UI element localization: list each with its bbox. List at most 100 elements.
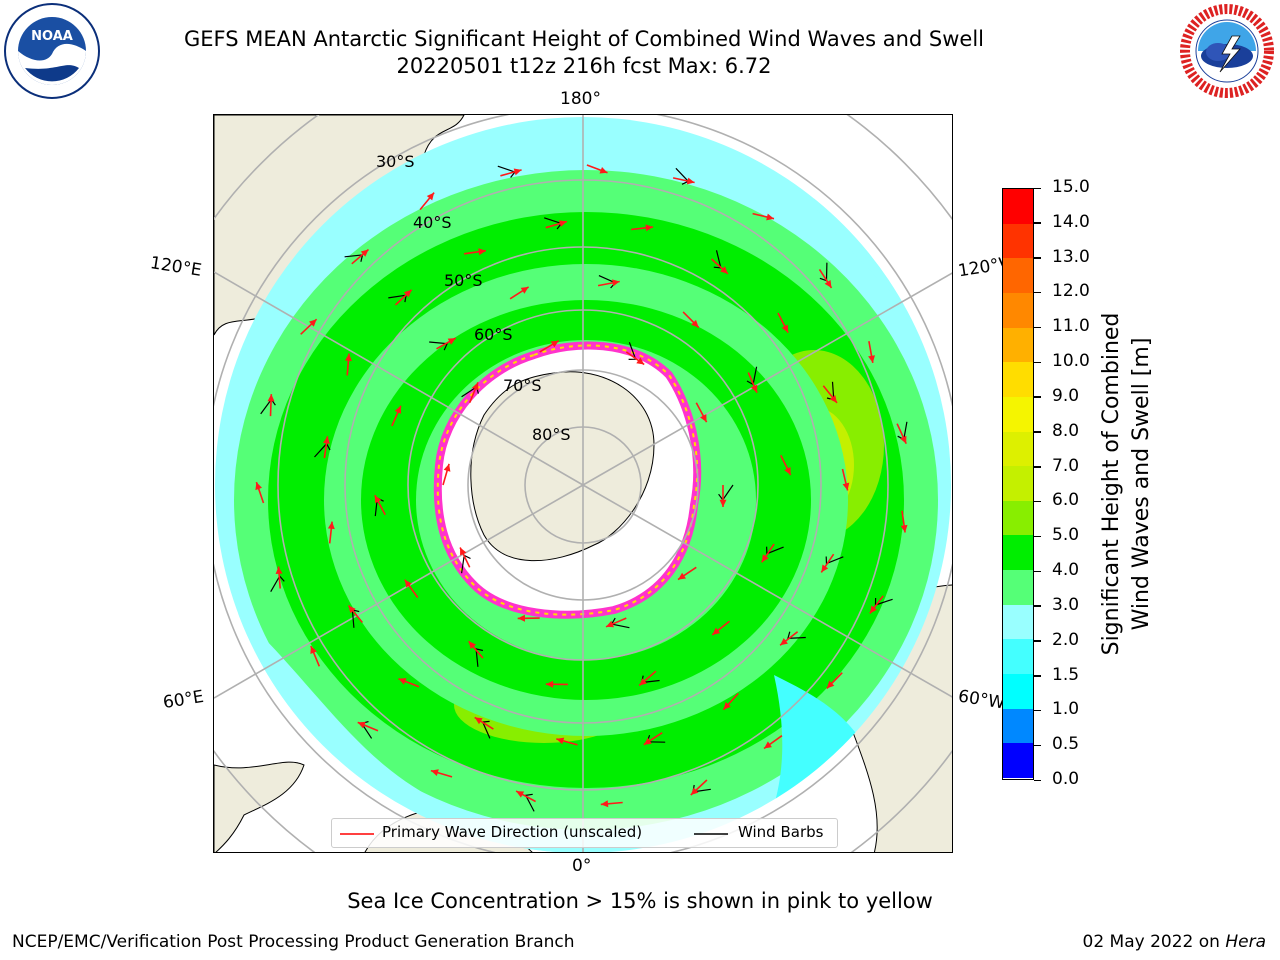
- wave-arrow-head: [516, 791, 525, 798]
- colorbar-band: [1003, 708, 1033, 744]
- colorbar-band: [1003, 396, 1033, 433]
- footer-machine: Hera: [1225, 932, 1266, 952]
- wave-arrow-head: [606, 620, 614, 628]
- colorbar-tick: [1034, 222, 1041, 224]
- lat-label-30s: 30°S: [376, 152, 415, 171]
- colorbar-tick-label: 3.0: [1052, 594, 1080, 615]
- colorbar-tick-label: 11.0: [1052, 316, 1090, 337]
- wave-arrow-head: [720, 266, 728, 274]
- colorbar-tick: [1034, 396, 1041, 398]
- footer-date-text: 02 May 2022 on: [1082, 932, 1220, 952]
- wave-arrow-head: [472, 382, 479, 391]
- colorbar-tick-label: 9.0: [1052, 385, 1080, 406]
- wave-arrow-head: [545, 680, 554, 688]
- wave-arrow-head: [550, 340, 559, 348]
- wave-arrow-head: [478, 248, 486, 256]
- colorbar-band: [1003, 604, 1033, 640]
- wave-arrow-head: [636, 357, 645, 365]
- wave-arrow-head: [443, 463, 451, 472]
- noaa-logo-text: NOAA: [31, 29, 73, 44]
- colorbar-tick: [1034, 535, 1041, 538]
- chart-title: GEFS MEAN Antarctic Significant Height o…: [183, 27, 985, 51]
- wave-arrow-head: [690, 787, 699, 795]
- wave-arrow-head: [868, 355, 875, 363]
- lat-label-70s: 70°S: [503, 376, 542, 395]
- wave-arrow-head: [824, 280, 832, 288]
- graticule: [214, 115, 952, 852]
- wave-arrow-head: [556, 737, 565, 745]
- wave-arrow-head: [639, 678, 647, 686]
- colorbar-band: [1003, 362, 1033, 398]
- wave-arrow-head: [900, 524, 908, 533]
- wave-arrow-head: [327, 521, 335, 530]
- wave-arrow-head: [784, 467, 791, 475]
- colorbar-label-line2: Wind Waves and Swell [m]: [1129, 337, 1154, 631]
- wave-arrow-head: [513, 168, 522, 176]
- wave-arrow-head: [761, 554, 769, 563]
- wave-arrow-head: [723, 702, 731, 710]
- wave-arrow-head: [558, 220, 567, 227]
- colorbar-tick-label: 12.0: [1052, 281, 1090, 302]
- colorbar-tick: [1034, 291, 1041, 294]
- wave-arrow-head: [599, 167, 608, 174]
- colorbar-tick: [1034, 570, 1041, 573]
- colorbar-band: [1003, 258, 1033, 294]
- wave-arrow-head: [374, 495, 382, 504]
- wave-arrow-head: [869, 605, 877, 614]
- wave-arrow-head: [360, 249, 369, 257]
- wave-arrow-head: [612, 279, 620, 287]
- wave-arrow-head: [780, 638, 788, 646]
- wave-arrow-head: [309, 319, 317, 327]
- meridian-label-60w: 60°W: [956, 686, 1007, 714]
- antarctica: [433, 341, 702, 619]
- wave-legend-swatch: [340, 833, 374, 835]
- colorbar-tick: [1034, 675, 1041, 677]
- wave-arrow-head: [426, 192, 435, 201]
- colorbar-tick: [1034, 640, 1041, 642]
- wave-arrow-head: [323, 436, 330, 444]
- colorbar-tick: [1034, 466, 1041, 468]
- colorbar-band: [1003, 743, 1033, 779]
- colorbar-band: [1003, 466, 1033, 502]
- wave-arrow-head: [310, 646, 317, 654]
- wave-arrow-head: [700, 414, 707, 423]
- wave-arrow-head: [842, 482, 850, 491]
- colorbar-tick-label: 0.0: [1052, 769, 1080, 789]
- polar-map: [213, 114, 953, 853]
- footer-date: 02 May 2022 on Hera: [1083, 932, 1267, 952]
- colorbar-label: Significant Height of Combined Wind Wave…: [1097, 313, 1157, 656]
- wave-arrows: [255, 164, 908, 808]
- wave-arrow-head: [447, 338, 456, 345]
- colorbar-tick-label: 2.0: [1052, 629, 1080, 650]
- meridian-label-120e: 120°E: [148, 253, 203, 281]
- nws-logo: [1180, 4, 1274, 98]
- colorbar-band: [1003, 535, 1033, 571]
- footer-credit: NCEP/EMC/Verification Post Processing Pr…: [12, 932, 575, 952]
- wave-arrow-head: [766, 213, 774, 221]
- sea-ice-caption: Sea Ice Concentration > 15% is shown in …: [347, 889, 933, 913]
- chart-subtitle: 20220501 t12z 216h fcst Max: 6.72: [396, 54, 772, 78]
- barb-legend-label: Wind Barbs: [738, 823, 824, 841]
- colorbar-tick: [1034, 431, 1041, 433]
- colorbar-tick-label: 1.5: [1052, 664, 1080, 685]
- wave-arrow-head: [643, 737, 652, 745]
- wave-arrow-head: [403, 289, 412, 298]
- colorbar-tick: [1034, 500, 1041, 503]
- meridian-label-180: 180°: [560, 89, 601, 109]
- wave-arrow-head: [394, 405, 402, 414]
- wave-arrow-head: [255, 482, 262, 491]
- colorbar-tick-label: 10.0: [1052, 351, 1090, 372]
- wave-arrow-head: [826, 680, 835, 689]
- colorbar-tick: [1034, 744, 1041, 747]
- wave-arrow-head: [764, 741, 772, 749]
- wave-arrow-head: [719, 499, 727, 507]
- wave-arrow-head: [357, 721, 366, 729]
- colorbar-band: [1003, 639, 1033, 675]
- colorbar-band: [1003, 431, 1033, 467]
- wave-arrow-head: [829, 395, 837, 403]
- wave-arrow-head: [678, 572, 686, 580]
- wave-arrow-head: [900, 435, 907, 444]
- wave-arrow-head: [398, 678, 407, 685]
- barb-legend-swatch: [694, 833, 728, 835]
- colorbar-band: [1003, 327, 1033, 363]
